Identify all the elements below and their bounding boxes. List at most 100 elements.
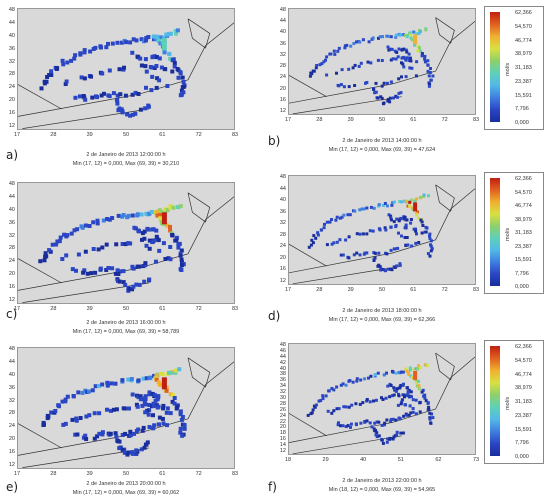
grid-cell <box>355 379 359 383</box>
grid-cell <box>88 49 93 54</box>
grid-cell <box>143 261 148 266</box>
y-tick-label: 26 <box>279 406 286 413</box>
y-tick-label: 24 <box>279 243 286 250</box>
grid-cell <box>399 91 403 95</box>
grid-cell <box>153 398 158 403</box>
x-tick-label: 83 <box>472 287 480 293</box>
grid-cell <box>339 83 343 87</box>
grid-cell <box>63 82 68 86</box>
grid-cell <box>138 394 143 399</box>
grid-cell <box>381 35 384 39</box>
grid-cell <box>137 229 142 234</box>
grid-cell <box>161 403 166 408</box>
grid-cell <box>172 61 177 65</box>
y-tick-label: 28 <box>279 63 286 70</box>
grid-cell <box>104 268 109 272</box>
grid-cell <box>377 36 380 40</box>
grid-cell <box>74 418 79 423</box>
grid-cell <box>124 40 129 45</box>
grid-cell <box>84 437 89 441</box>
min-max-caption: Min (17, 12) = 0,000, Max (69, 39) = 30,… <box>72 161 180 167</box>
x-tick-label: 17 <box>13 306 21 312</box>
grid-cell <box>317 399 321 403</box>
grid-cell <box>142 236 147 241</box>
grid-cell <box>152 393 157 398</box>
grid-cell <box>345 43 349 47</box>
grid-cell <box>146 412 151 417</box>
grid-cell <box>341 253 345 257</box>
grid-cell <box>408 368 412 372</box>
x-tick-label: 72 <box>195 471 202 477</box>
grid-cell <box>405 369 409 373</box>
grid-cell <box>327 389 331 393</box>
grid-cell <box>420 220 424 224</box>
panel-label: a) <box>6 148 19 162</box>
grid-cell <box>155 34 160 39</box>
grid-cell <box>161 421 166 426</box>
grid-cell <box>328 220 332 224</box>
grid-cell <box>114 98 119 102</box>
grid-cell <box>430 247 434 251</box>
grid-cell <box>133 226 138 231</box>
grid-cell <box>320 62 324 66</box>
grid-cell <box>174 235 179 240</box>
grid-cell <box>81 270 86 275</box>
grid-cell <box>178 430 183 435</box>
grid-cell <box>144 85 148 90</box>
grid-cell <box>154 377 159 382</box>
grid-cell <box>412 30 416 34</box>
grid-cell <box>330 411 334 415</box>
grid-cell <box>324 58 327 62</box>
grid-cell <box>143 442 148 447</box>
legend-tick-label: 62,366 <box>515 176 532 182</box>
grid-cell <box>109 381 114 386</box>
grid-cell <box>358 40 362 44</box>
boundary-line <box>289 243 327 267</box>
grid-cell <box>116 108 121 113</box>
grid-cell <box>47 248 52 253</box>
grid-cell <box>129 377 134 381</box>
y-tick-label: 36 <box>8 384 15 391</box>
boundary-line <box>435 17 455 44</box>
grid-cell <box>332 49 336 53</box>
grid-cell <box>407 413 411 417</box>
grid-cell <box>100 430 105 435</box>
y-tick-label: 20 <box>279 424 286 431</box>
grid-cell <box>389 35 393 39</box>
legend-tick-label: 15,591 <box>515 92 532 99</box>
grid-cell <box>427 74 431 78</box>
grid-cell <box>426 252 430 256</box>
grid-cell <box>410 66 414 70</box>
x-tick-label: 50 <box>122 471 130 477</box>
grid-cell <box>322 60 326 64</box>
grid-cell <box>400 400 404 404</box>
grid-cell <box>116 272 121 276</box>
grid-cell <box>123 283 128 287</box>
grid-cell <box>171 393 175 398</box>
grid-cell <box>126 450 131 455</box>
grid-cell <box>431 416 435 420</box>
grid-cell <box>376 96 380 100</box>
grid-cell <box>402 65 406 69</box>
grid-cell <box>378 265 382 269</box>
grid-cell <box>403 395 406 399</box>
y-tick-label: 32 <box>8 232 15 239</box>
grid-cell <box>82 50 87 55</box>
grid-cell <box>336 423 340 427</box>
grid-cell <box>181 80 186 84</box>
y-tick-label: 16 <box>8 284 15 291</box>
grid-cell <box>120 110 125 115</box>
plot-area <box>17 182 235 304</box>
grid-cell <box>408 200 412 204</box>
grid-cell <box>359 378 363 382</box>
grid-cell <box>179 263 184 268</box>
grid-cell <box>146 35 151 39</box>
y-tick-label: 34 <box>279 383 286 390</box>
grid-cell <box>424 399 428 403</box>
grid-cell <box>409 221 413 225</box>
grid-cell <box>388 96 392 100</box>
x-tick-label: 39 <box>86 471 93 477</box>
x-tick-label: 28 <box>316 117 323 123</box>
grid-cell <box>176 205 181 210</box>
grid-cell <box>332 409 336 413</box>
